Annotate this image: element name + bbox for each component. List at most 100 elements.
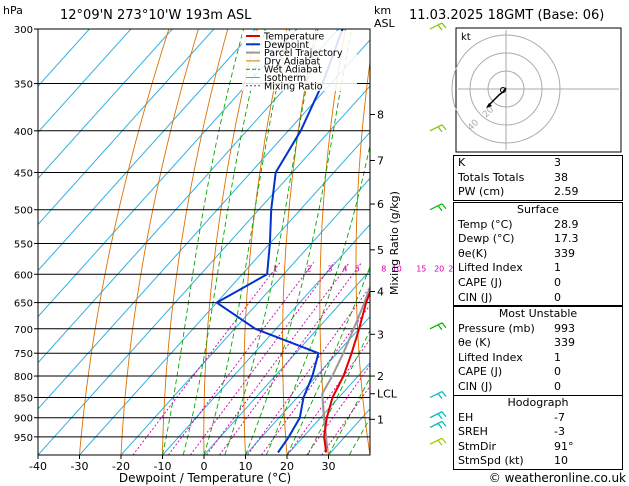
wind-barb-shaft (429, 203, 443, 211)
hodograph-frame (455, 27, 622, 153)
datetime-title: 11.03.2025 18GMT (Base: 06) (409, 8, 604, 23)
wind-barb-icon (429, 322, 447, 331)
isotherm-line (286, 362, 370, 455)
wind-barb-icon (429, 203, 447, 212)
mixing-ratio-label: 5 (355, 264, 360, 273)
dewpoint-line (215, 29, 344, 454)
most-unstable-title: Most Unstable (498, 307, 578, 320)
hodograph-indices-title: Hodograph (507, 396, 569, 409)
footer-credit: © weatheronline.co.uk (489, 471, 626, 485)
mixing-ratio-line (190, 262, 335, 455)
surface-key: CAPE (J) (458, 275, 503, 289)
wind-barb-flag (441, 124, 447, 131)
wind-barbs (429, 22, 447, 446)
isotherm-line (38, 29, 173, 180)
pressure-tick-label: 550 (14, 239, 33, 250)
asl-unit-label: ASL (374, 17, 396, 30)
index-value: 38 (554, 170, 568, 184)
wind-barb-flag (441, 411, 447, 418)
wind-barb-flag (437, 413, 443, 420)
hodo-value: 91° (554, 439, 574, 453)
dry-adiabat-line (203, 29, 258, 455)
hpa-unit-label: hPa (3, 4, 23, 17)
surface-row: Temp (°C) 28.9 (454, 218, 622, 233)
hodo-key: SREH (458, 425, 488, 439)
dry-adiabat-line (162, 29, 229, 455)
wind-barb-icon (429, 420, 447, 429)
wind-barb-flag (441, 203, 447, 210)
sounding-profiles (215, 29, 370, 454)
index-key: K (458, 156, 466, 169)
pressure-tick-label: 850 (14, 393, 33, 404)
surface-row: CIN (J) 0 (454, 291, 622, 306)
km-tick-label: 4 (377, 286, 384, 299)
surface-row: θe(K) 339 (454, 247, 622, 262)
hodo-row: StmDir 91° (454, 440, 622, 455)
wind-barb-shaft (429, 411, 443, 419)
dry-adiabat-line (120, 29, 199, 455)
hodo-row: SREH -3 (454, 425, 622, 440)
wind-barb-flag (437, 423, 443, 429)
km-tick-label: 7 (377, 154, 384, 167)
km-tick-label: 1 (377, 413, 384, 426)
surface-row: CAPE (J) 0 (454, 276, 622, 291)
pressure-tick-label: 900 (14, 414, 33, 425)
index-key: Totals Totals (458, 170, 525, 184)
wet-adiabat-line (182, 29, 266, 455)
wind-barb-shaft (429, 322, 443, 330)
wind-barb-flag (437, 324, 443, 331)
wind-barb-icon (429, 411, 447, 420)
mixing-ratio-line (168, 262, 315, 455)
x-axis-title: Dewpoint / Temperature (°C) (119, 471, 291, 485)
surface-value: 0 (554, 275, 561, 289)
legend-label: Mixing Ratio (264, 81, 323, 92)
pressure-tick-label: 500 (14, 206, 33, 217)
mixing-ratio-line (206, 262, 350, 455)
isotherm-line (162, 223, 370, 455)
dry-adiabat-line (79, 29, 170, 455)
hodo-row: EH -7 (454, 411, 622, 426)
surface-key: CIN (J) (458, 290, 493, 304)
isotherm-line (38, 29, 215, 226)
wind-barb-flag (441, 22, 447, 29)
temperature-axis: -40 -30 -20 -10 0 10 20 30 (29, 455, 336, 473)
km-axis: 8 7 6 5 4 3 2 LCL 1 (370, 108, 398, 426)
mu-key: Lifted Index (458, 350, 523, 364)
hodograph-indices-panel: Hodograph EH -7 SREH -3 StmDir 91° StmSpd (… (453, 395, 623, 470)
hodo-value: -3 (554, 425, 565, 439)
wind-barb-flag (437, 439, 443, 446)
legend-label: Isotherm (264, 73, 306, 84)
surface-panel: Surface Temp (°C) 28.9 Dewp (°C) 17.3 θe(K… (453, 202, 623, 307)
mu-value: 0 (554, 379, 561, 393)
surface-value: 17.3 (554, 232, 579, 246)
dry-adiabat-line (282, 29, 317, 455)
mixing-ratio-label: 8 (381, 264, 386, 273)
wind-barb-icon (429, 437, 447, 446)
isotherm-line (203, 269, 370, 455)
hodo-key: StmDir (458, 439, 497, 453)
wind-barb-flag (441, 391, 447, 397)
pressure-tick-label: 400 (14, 127, 33, 138)
wind-barb-flag (437, 393, 443, 399)
index-value: 3 (554, 156, 561, 169)
km-tick-label: 8 (377, 108, 384, 121)
wind-barb-icon (429, 124, 447, 133)
dry-adiabat-line (355, 58, 370, 455)
pressure-tick-label: 800 (14, 372, 33, 383)
pressure-tick-label: 700 (14, 325, 33, 336)
wet-adiabat-line (265, 143, 370, 455)
mu-key: CAPE (J) (458, 365, 503, 379)
index-value: 2.59 (554, 185, 579, 199)
temperature-tick-label: -40 (29, 460, 47, 473)
wind-barb-shaft (429, 22, 443, 30)
legend-label: Dry Adiabat (264, 56, 321, 67)
legend-background (242, 31, 357, 91)
legend-label: Temperature (263, 32, 324, 43)
wind-barb-shaft (429, 124, 443, 132)
hodograph-trace (487, 87, 507, 107)
mu-row: Lifted Index 1 (454, 351, 622, 366)
mixing-ratio-line (306, 364, 370, 455)
mu-value: 1 (554, 350, 561, 364)
